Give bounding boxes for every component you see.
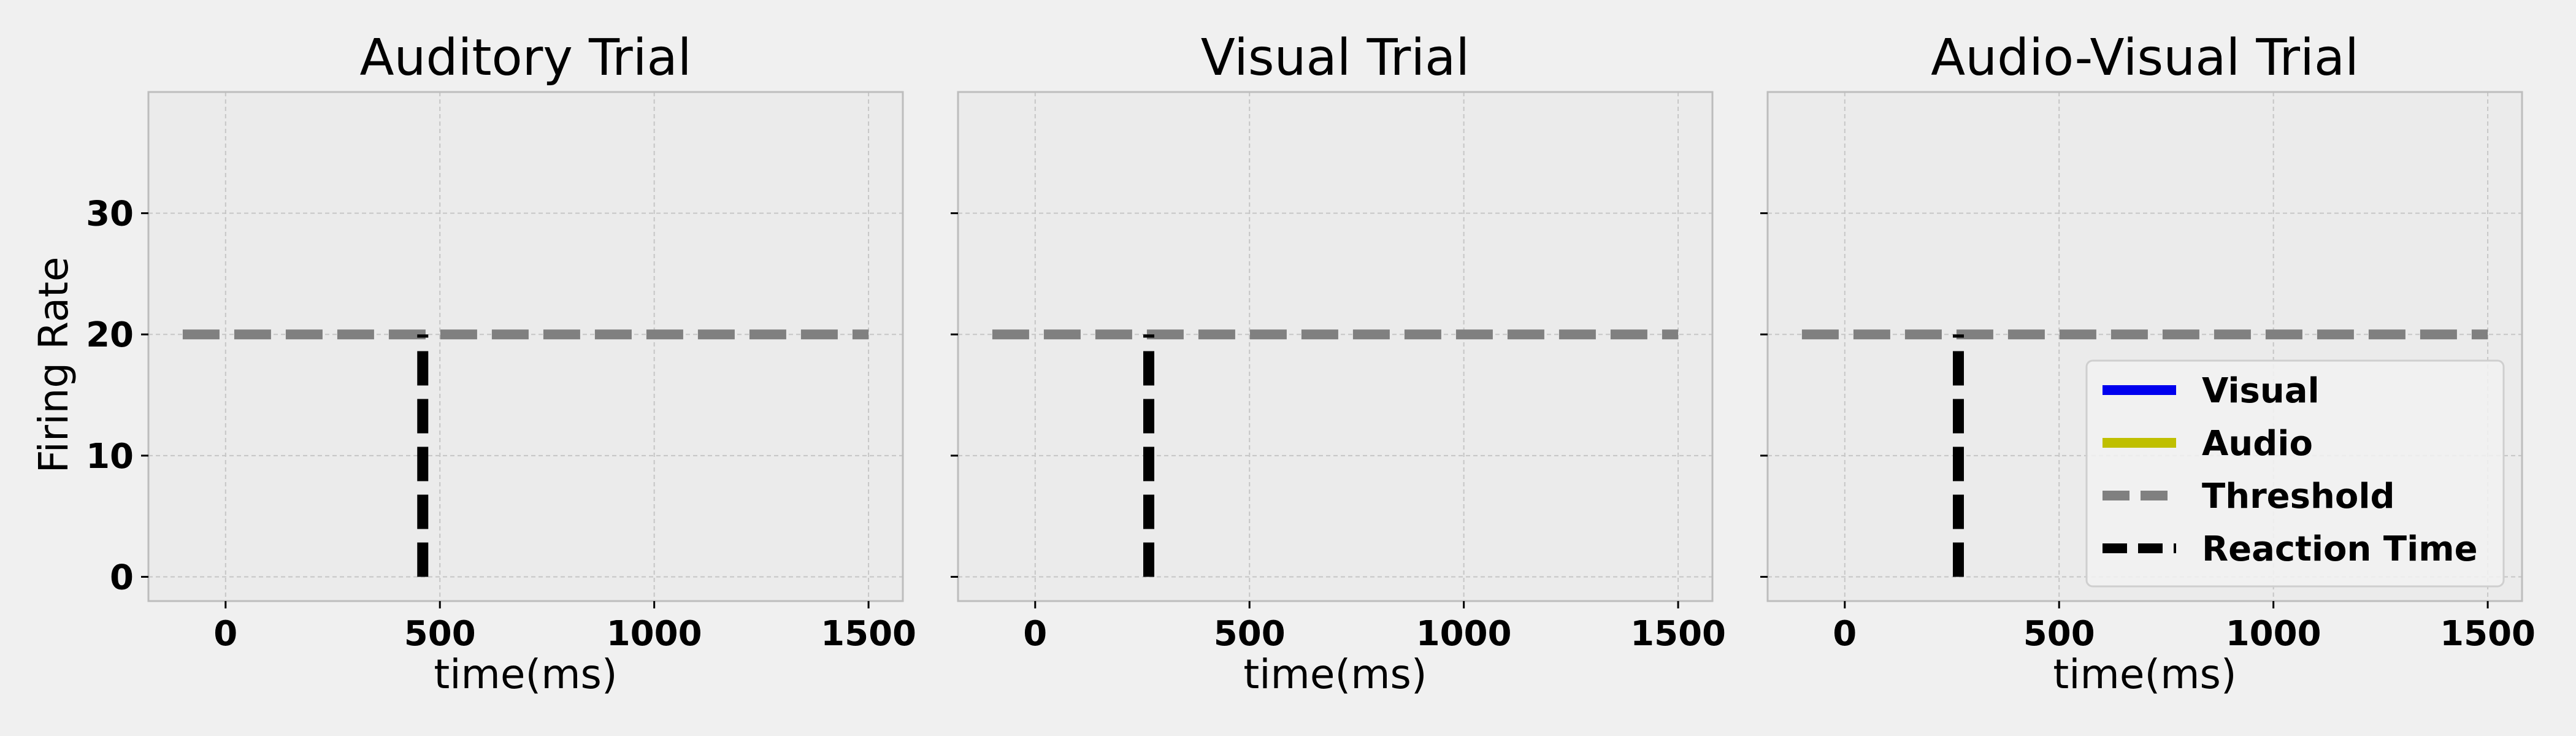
subplot-title: Auditory Trial [359,29,691,87]
x-axis-label: time(ms) [2053,651,2236,698]
legend-label: Audio [2202,424,2313,464]
x-tick-label: 1000 [607,614,702,654]
y-tick-label: 30 [86,194,134,234]
y-tick-label: 0 [110,558,134,597]
subplot-3: 0 500 1000 1500 Audio-Visual Trial time(ms) Vi… [1760,29,2536,698]
axes-background [148,92,903,601]
x-tick-label: 0 [213,614,237,654]
x-tick-label: 500 [1214,614,1286,654]
legend-box [2085,359,2505,588]
x-tick-label: 1500 [1630,614,1726,654]
y-axis-label: Firing Rate [30,256,77,473]
x-tick-label: 1000 [1416,614,1512,654]
subplot-2: 0 500 1000 1500 Visual Trial time(ms) [951,29,1726,698]
x-tick-label: 0 [1023,614,1047,654]
axes-frame [1766,91,2523,602]
legend: Visual Audio Threshold Reaction Time [2085,359,2505,588]
subplot-title: Visual Trial [1201,29,1470,87]
y-tick-label: 20 [86,315,134,355]
x-tick-label: 500 [2023,614,2095,654]
axes-frame [147,91,904,602]
x-axis-label: time(ms) [1243,651,1427,698]
x-tick-label: 1500 [821,614,916,654]
x-axis-label: time(ms) [434,651,617,698]
subplot-title: Audio-Visual Trial [1931,29,2359,87]
axes-background [958,92,1712,601]
x-tick-label: 1500 [2440,614,2536,654]
y-tick-label: 10 [86,437,134,477]
x-tick-label: 1000 [2226,614,2321,654]
legend-label: Threshold [2202,477,2395,516]
x-tick-label: 0 [1833,614,1857,654]
legend-label: Visual [2202,371,2320,411]
subplot-1: 0 500 1000 1500 0 10 20 30 Auditory Trial time(ms… [30,29,916,698]
legend-label: Reaction Time [2202,529,2478,569]
axes-frame [957,91,1714,602]
x-tick-label: 500 [404,614,476,654]
